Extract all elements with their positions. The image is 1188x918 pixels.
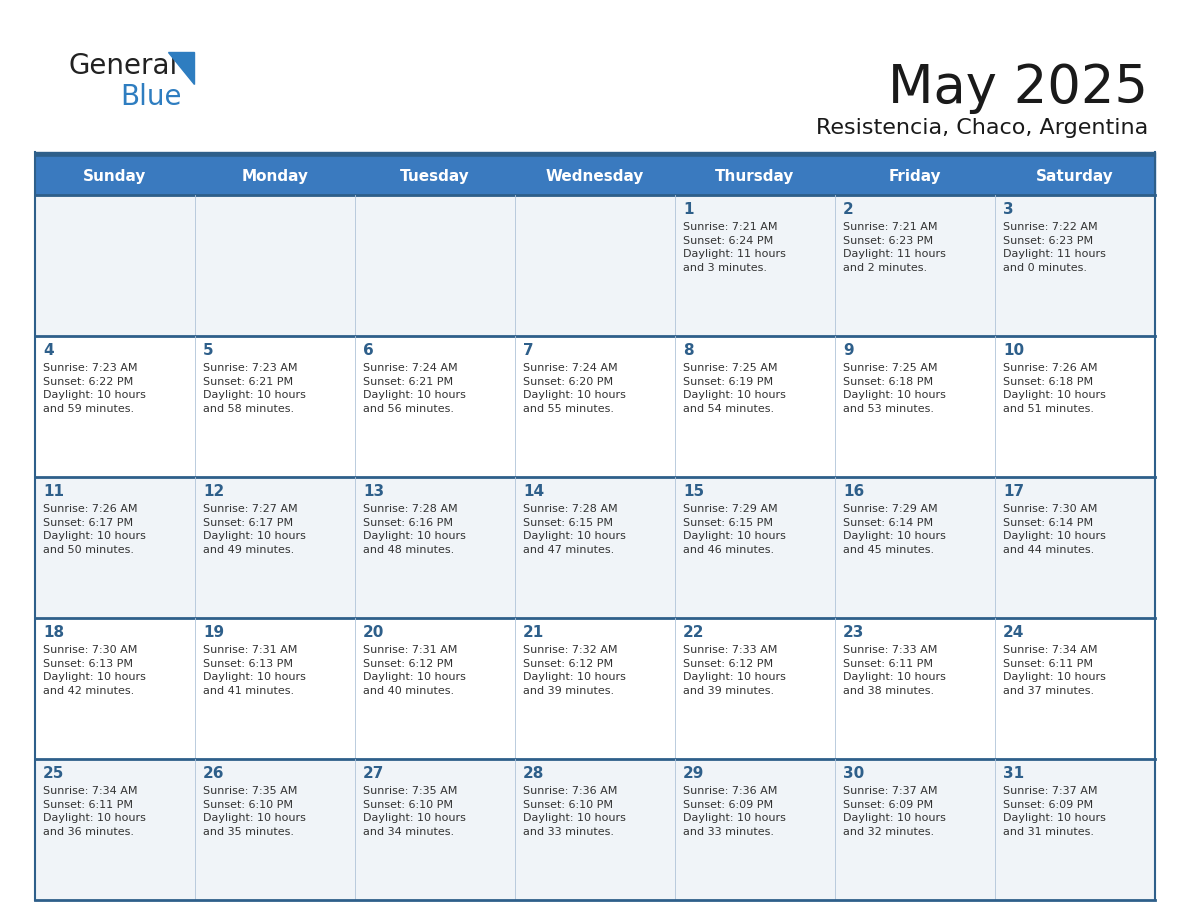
Text: Sunrise: 7:26 AM
Sunset: 6:18 PM
Daylight: 10 hours
and 51 minutes.: Sunrise: 7:26 AM Sunset: 6:18 PM Dayligh… [1003, 363, 1106, 414]
Text: 22: 22 [683, 625, 704, 640]
Polygon shape [168, 52, 194, 84]
Text: Sunrise: 7:24 AM
Sunset: 6:21 PM
Daylight: 10 hours
and 56 minutes.: Sunrise: 7:24 AM Sunset: 6:21 PM Dayligh… [364, 363, 466, 414]
Text: Sunrise: 7:31 AM
Sunset: 6:13 PM
Daylight: 10 hours
and 41 minutes.: Sunrise: 7:31 AM Sunset: 6:13 PM Dayligh… [203, 645, 305, 696]
Text: May 2025: May 2025 [887, 62, 1148, 114]
Text: 25: 25 [43, 766, 64, 781]
Bar [34, 618, 1155, 759]
Bar [34, 336, 1155, 477]
Text: 12: 12 [203, 484, 225, 499]
Text: Sunrise: 7:33 AM
Sunset: 6:11 PM
Daylight: 10 hours
and 38 minutes.: Sunrise: 7:33 AM Sunset: 6:11 PM Dayligh… [843, 645, 946, 696]
Text: 24: 24 [1003, 625, 1024, 640]
Text: 14: 14 [523, 484, 544, 499]
Text: 5: 5 [203, 343, 214, 358]
Text: 28: 28 [523, 766, 544, 781]
Text: Thursday: Thursday [715, 169, 795, 184]
Text: Blue: Blue [120, 83, 182, 111]
Text: 13: 13 [364, 484, 384, 499]
Bar [34, 759, 1155, 900]
Text: Sunrise: 7:34 AM
Sunset: 6:11 PM
Daylight: 10 hours
and 36 minutes.: Sunrise: 7:34 AM Sunset: 6:11 PM Dayligh… [43, 786, 146, 837]
Text: 10: 10 [1003, 343, 1024, 358]
Text: Sunrise: 7:37 AM
Sunset: 6:09 PM
Daylight: 10 hours
and 32 minutes.: Sunrise: 7:37 AM Sunset: 6:09 PM Dayligh… [843, 786, 946, 837]
Text: Sunrise: 7:29 AM
Sunset: 6:14 PM
Daylight: 10 hours
and 45 minutes.: Sunrise: 7:29 AM Sunset: 6:14 PM Dayligh… [843, 504, 946, 554]
Text: Sunrise: 7:32 AM
Sunset: 6:12 PM
Daylight: 10 hours
and 39 minutes.: Sunrise: 7:32 AM Sunset: 6:12 PM Dayligh… [523, 645, 626, 696]
Text: 11: 11 [43, 484, 64, 499]
Text: Resistencia, Chaco, Argentina: Resistencia, Chaco, Argentina [816, 118, 1148, 138]
Text: 2: 2 [843, 202, 854, 217]
Text: 31: 31 [1003, 766, 1024, 781]
Text: 20: 20 [364, 625, 385, 640]
Text: Sunrise: 7:35 AM
Sunset: 6:10 PM
Daylight: 10 hours
and 35 minutes.: Sunrise: 7:35 AM Sunset: 6:10 PM Dayligh… [203, 786, 305, 837]
Text: 17: 17 [1003, 484, 1024, 499]
Text: Tuesday: Tuesday [400, 169, 470, 184]
Text: 6: 6 [364, 343, 374, 358]
Text: 21: 21 [523, 625, 544, 640]
Text: Sunrise: 7:25 AM
Sunset: 6:18 PM
Daylight: 10 hours
and 53 minutes.: Sunrise: 7:25 AM Sunset: 6:18 PM Dayligh… [843, 363, 946, 414]
Text: 26: 26 [203, 766, 225, 781]
Text: Sunrise: 7:21 AM
Sunset: 6:24 PM
Daylight: 11 hours
and 3 minutes.: Sunrise: 7:21 AM Sunset: 6:24 PM Dayligh… [683, 222, 786, 273]
Text: Friday: Friday [889, 169, 941, 184]
Text: Sunrise: 7:26 AM
Sunset: 6:17 PM
Daylight: 10 hours
and 50 minutes.: Sunrise: 7:26 AM Sunset: 6:17 PM Dayligh… [43, 504, 146, 554]
Text: Sunrise: 7:28 AM
Sunset: 6:15 PM
Daylight: 10 hours
and 47 minutes.: Sunrise: 7:28 AM Sunset: 6:15 PM Dayligh… [523, 504, 626, 554]
Text: Wednesday: Wednesday [545, 169, 644, 184]
Text: 4: 4 [43, 343, 53, 358]
Text: Sunrise: 7:30 AM
Sunset: 6:13 PM
Daylight: 10 hours
and 42 minutes.: Sunrise: 7:30 AM Sunset: 6:13 PM Dayligh… [43, 645, 146, 696]
Text: Saturday: Saturday [1036, 169, 1114, 184]
Text: Sunrise: 7:22 AM
Sunset: 6:23 PM
Daylight: 11 hours
and 0 minutes.: Sunrise: 7:22 AM Sunset: 6:23 PM Dayligh… [1003, 222, 1106, 273]
Bar [34, 157, 1155, 195]
Bar [34, 152, 1155, 157]
Text: 8: 8 [683, 343, 694, 358]
Text: Sunrise: 7:25 AM
Sunset: 6:19 PM
Daylight: 10 hours
and 54 minutes.: Sunrise: 7:25 AM Sunset: 6:19 PM Dayligh… [683, 363, 786, 414]
Text: Sunrise: 7:36 AM
Sunset: 6:09 PM
Daylight: 10 hours
and 33 minutes.: Sunrise: 7:36 AM Sunset: 6:09 PM Dayligh… [683, 786, 786, 837]
Text: 15: 15 [683, 484, 704, 499]
Text: Sunrise: 7:24 AM
Sunset: 6:20 PM
Daylight: 10 hours
and 55 minutes.: Sunrise: 7:24 AM Sunset: 6:20 PM Dayligh… [523, 363, 626, 414]
Text: Sunrise: 7:34 AM
Sunset: 6:11 PM
Daylight: 10 hours
and 37 minutes.: Sunrise: 7:34 AM Sunset: 6:11 PM Dayligh… [1003, 645, 1106, 696]
Text: 16: 16 [843, 484, 864, 499]
Text: 29: 29 [683, 766, 704, 781]
Text: 27: 27 [364, 766, 385, 781]
Text: 18: 18 [43, 625, 64, 640]
Text: Sunrise: 7:33 AM
Sunset: 6:12 PM
Daylight: 10 hours
and 39 minutes.: Sunrise: 7:33 AM Sunset: 6:12 PM Dayligh… [683, 645, 786, 696]
Bar [34, 477, 1155, 618]
Text: General: General [68, 52, 177, 80]
Text: 23: 23 [843, 625, 865, 640]
Text: Sunrise: 7:23 AM
Sunset: 6:21 PM
Daylight: 10 hours
and 58 minutes.: Sunrise: 7:23 AM Sunset: 6:21 PM Dayligh… [203, 363, 305, 414]
Text: 7: 7 [523, 343, 533, 358]
Text: Sunrise: 7:36 AM
Sunset: 6:10 PM
Daylight: 10 hours
and 33 minutes.: Sunrise: 7:36 AM Sunset: 6:10 PM Dayligh… [523, 786, 626, 837]
Text: 9: 9 [843, 343, 854, 358]
Bar [34, 195, 1155, 336]
Text: Sunrise: 7:37 AM
Sunset: 6:09 PM
Daylight: 10 hours
and 31 minutes.: Sunrise: 7:37 AM Sunset: 6:09 PM Dayligh… [1003, 786, 1106, 837]
Text: Sunday: Sunday [83, 169, 146, 184]
Text: Sunrise: 7:30 AM
Sunset: 6:14 PM
Daylight: 10 hours
and 44 minutes.: Sunrise: 7:30 AM Sunset: 6:14 PM Dayligh… [1003, 504, 1106, 554]
Text: Sunrise: 7:35 AM
Sunset: 6:10 PM
Daylight: 10 hours
and 34 minutes.: Sunrise: 7:35 AM Sunset: 6:10 PM Dayligh… [364, 786, 466, 837]
Text: Sunrise: 7:23 AM
Sunset: 6:22 PM
Daylight: 10 hours
and 59 minutes.: Sunrise: 7:23 AM Sunset: 6:22 PM Dayligh… [43, 363, 146, 414]
Text: 3: 3 [1003, 202, 1013, 217]
Text: Sunrise: 7:31 AM
Sunset: 6:12 PM
Daylight: 10 hours
and 40 minutes.: Sunrise: 7:31 AM Sunset: 6:12 PM Dayligh… [364, 645, 466, 696]
Text: 30: 30 [843, 766, 864, 781]
Text: Sunrise: 7:21 AM
Sunset: 6:23 PM
Daylight: 11 hours
and 2 minutes.: Sunrise: 7:21 AM Sunset: 6:23 PM Dayligh… [843, 222, 946, 273]
Text: Sunrise: 7:28 AM
Sunset: 6:16 PM
Daylight: 10 hours
and 48 minutes.: Sunrise: 7:28 AM Sunset: 6:16 PM Dayligh… [364, 504, 466, 554]
Text: 1: 1 [683, 202, 694, 217]
Text: Sunrise: 7:29 AM
Sunset: 6:15 PM
Daylight: 10 hours
and 46 minutes.: Sunrise: 7:29 AM Sunset: 6:15 PM Dayligh… [683, 504, 786, 554]
Text: Sunrise: 7:27 AM
Sunset: 6:17 PM
Daylight: 10 hours
and 49 minutes.: Sunrise: 7:27 AM Sunset: 6:17 PM Dayligh… [203, 504, 305, 554]
Text: Monday: Monday [241, 169, 309, 184]
Text: 19: 19 [203, 625, 225, 640]
